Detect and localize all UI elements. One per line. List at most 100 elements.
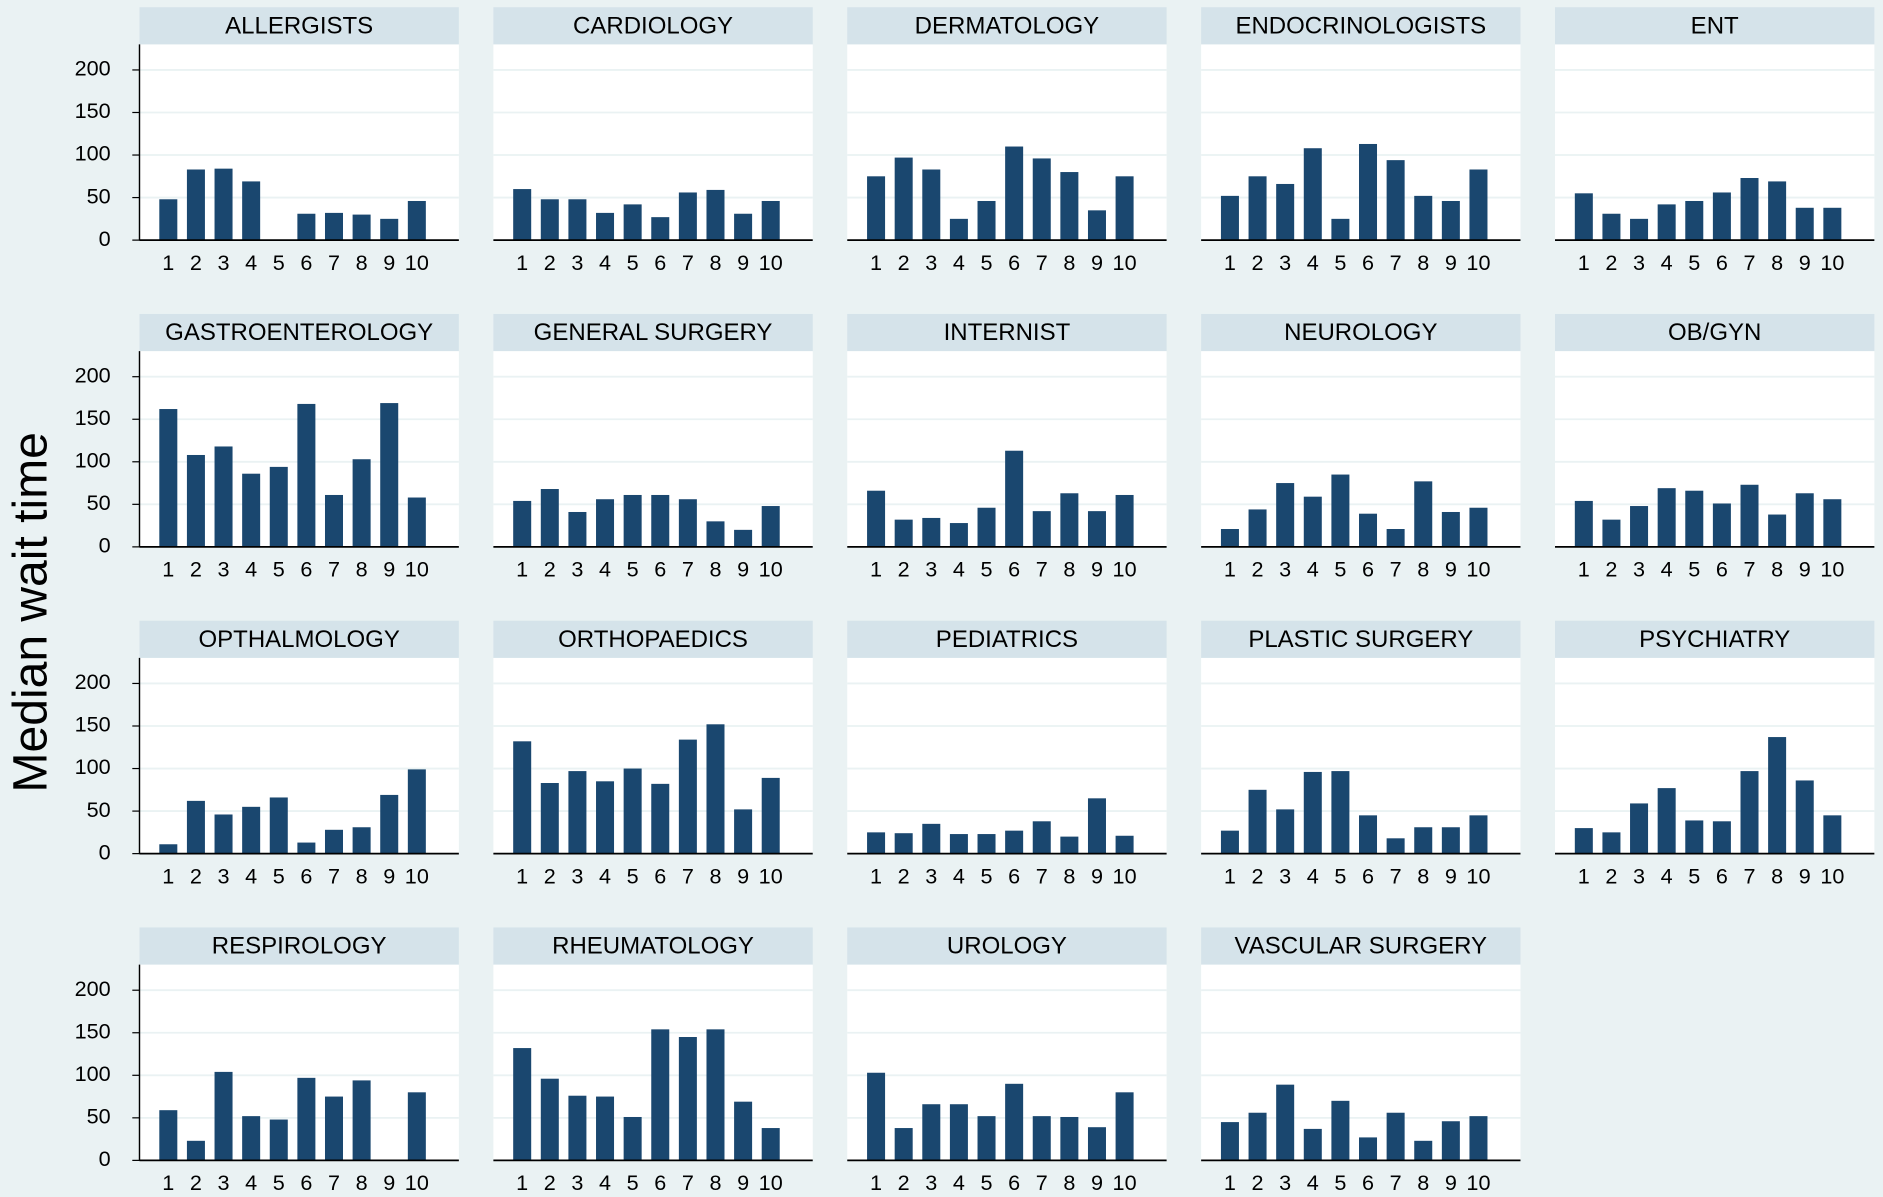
x-tick-label: 8 (1417, 250, 1429, 275)
x-tick-label: 8 (709, 1170, 721, 1195)
panel-header (493, 927, 813, 965)
bar (734, 809, 753, 854)
x-tick-label: 1 (1578, 863, 1590, 888)
bar (1276, 809, 1295, 854)
bar (1087, 511, 1106, 547)
x-tick-label: 8 (1417, 557, 1429, 582)
bar (186, 454, 205, 547)
x-tick-label: 1 (1224, 250, 1236, 275)
bar (1005, 146, 1024, 241)
bar (1060, 493, 1079, 547)
x-tick-label: 6 (300, 250, 312, 275)
x-tick-label: 4 (599, 1170, 611, 1195)
bar (1331, 218, 1350, 241)
x-tick-label: 1 (1578, 250, 1590, 275)
x-tick-label: 3 (925, 250, 937, 275)
bar (1386, 838, 1405, 854)
x-tick-label: 3 (218, 863, 230, 888)
x-tick-label: 10 (1820, 250, 1844, 275)
panel-header (139, 7, 459, 45)
bar (706, 189, 725, 241)
x-tick-label: 2 (898, 250, 910, 275)
x-tick-label: 10 (1113, 863, 1137, 888)
x-tick-label: 8 (1063, 250, 1075, 275)
bar (596, 212, 615, 241)
bar (1386, 529, 1405, 547)
bar (894, 519, 913, 547)
x-tick-label: 3 (1633, 250, 1645, 275)
panel-header (847, 7, 1167, 45)
x-tick-label: 6 (654, 557, 666, 582)
x-tick-label: 7 (1390, 557, 1402, 582)
bar (242, 181, 261, 241)
x-tick-label: 9 (1445, 863, 1457, 888)
panel-header (1201, 313, 1521, 352)
panel-header (1555, 7, 1875, 45)
x-tick-label: 10 (1466, 1170, 1490, 1195)
panel-header (493, 7, 813, 45)
panel-header (493, 313, 813, 352)
x-tick-label: 3 (1633, 863, 1645, 888)
bar (596, 499, 615, 547)
bar (1303, 771, 1322, 854)
x-tick-label: 4 (953, 557, 965, 582)
x-tick-label: 1 (870, 1170, 882, 1195)
x-tick-label: 7 (682, 1170, 694, 1195)
bar (1115, 1092, 1134, 1161)
x-tick-label: 9 (383, 863, 395, 888)
x-tick-label: 9 (1445, 1170, 1457, 1195)
bar (1414, 1140, 1433, 1161)
bar (1602, 213, 1621, 241)
bar (568, 511, 587, 547)
bar (352, 459, 371, 547)
bar (867, 176, 886, 241)
bar (977, 1116, 996, 1161)
panel-title: CARDIOLOGY (573, 12, 733, 39)
bar (706, 724, 725, 854)
bar (1115, 494, 1134, 547)
x-tick-label: 8 (356, 557, 368, 582)
x-tick-label: 2 (898, 557, 910, 582)
x-tick-label: 2 (190, 1170, 202, 1195)
bar (1441, 200, 1460, 241)
x-tick-label: 7 (328, 1170, 340, 1195)
bar (651, 783, 670, 854)
y-tick-label: 50 (87, 797, 111, 822)
x-tick-label: 1 (870, 863, 882, 888)
bar (380, 218, 399, 241)
bar (1359, 143, 1378, 241)
y-tick-label: 100 (75, 1061, 111, 1086)
x-tick-label: 2 (898, 863, 910, 888)
bar (1795, 493, 1814, 547)
x-tick-label: 3 (1279, 863, 1291, 888)
x-tick-label: 9 (1091, 250, 1103, 275)
y-tick-label: 0 (99, 533, 111, 558)
y-tick-label: 200 (75, 56, 111, 81)
bar (949, 834, 968, 854)
bar (407, 1092, 426, 1161)
x-tick-label: 1 (1224, 1170, 1236, 1195)
x-tick-label: 10 (405, 1170, 429, 1195)
x-tick-label: 9 (1445, 557, 1457, 582)
bar (1630, 803, 1649, 854)
x-tick-label: 1 (870, 557, 882, 582)
x-tick-label: 10 (1820, 557, 1844, 582)
x-tick-label: 6 (300, 863, 312, 888)
bar (297, 1077, 316, 1161)
bar (214, 446, 233, 547)
bar (214, 168, 233, 241)
x-tick-label: 1 (162, 250, 174, 275)
bar (623, 1116, 642, 1161)
x-tick-label: 10 (1466, 863, 1490, 888)
panel-header (139, 620, 459, 658)
x-tick-label: 10 (1466, 557, 1490, 582)
x-tick-label: 6 (1716, 250, 1728, 275)
x-tick-label: 2 (1605, 863, 1617, 888)
bar (977, 200, 996, 241)
x-tick-label: 3 (1279, 250, 1291, 275)
bar (1712, 503, 1731, 547)
bar (734, 1101, 753, 1161)
x-tick-label: 7 (682, 863, 694, 888)
bar (977, 507, 996, 547)
panel-title: NEUROLOGY (1284, 319, 1437, 346)
